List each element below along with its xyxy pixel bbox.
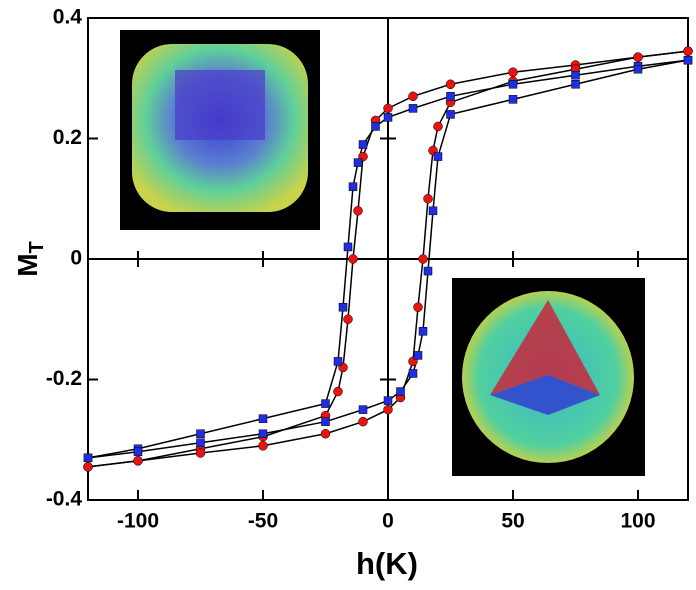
inset-bottom-right (452, 278, 645, 476)
x-tick-label: -50 (248, 510, 278, 533)
marker (428, 206, 438, 216)
marker (408, 369, 418, 378)
marker (633, 52, 643, 62)
marker (445, 79, 456, 90)
marker (358, 140, 368, 149)
marker (423, 266, 433, 276)
marker (633, 64, 643, 74)
y-tick-label: 0.4 (53, 6, 83, 29)
marker (446, 92, 455, 101)
marker (358, 405, 368, 414)
x-tick-label: 0 (382, 510, 394, 533)
marker (508, 95, 518, 104)
marker (333, 386, 343, 397)
marker (333, 357, 343, 366)
marker (196, 438, 205, 448)
x-tick-label: 100 (620, 510, 655, 533)
marker (446, 110, 455, 119)
marker (571, 80, 580, 89)
y-label-sub: T (26, 241, 48, 253)
marker (133, 456, 143, 466)
x-axis-label: h(K) (356, 546, 418, 581)
y-label-main: M (12, 253, 43, 276)
marker (383, 404, 393, 415)
marker (413, 302, 423, 312)
marker (408, 104, 418, 113)
marker (371, 122, 380, 131)
marker (433, 121, 443, 132)
marker (348, 254, 358, 264)
inset-top-left (120, 30, 320, 230)
x-tick-label: -100 (117, 510, 159, 533)
marker (338, 302, 348, 312)
x-tick-label: 50 (501, 510, 524, 533)
marker (408, 91, 418, 102)
marker (353, 206, 363, 216)
marker (321, 417, 330, 426)
marker (258, 429, 268, 438)
marker (418, 327, 428, 336)
marker (348, 182, 358, 191)
marker (83, 462, 93, 472)
marker (383, 396, 393, 405)
marker (343, 242, 353, 252)
marker (258, 414, 268, 423)
y-tick-label: -0.4 (46, 488, 83, 511)
y-tick-label: 0 (70, 247, 82, 270)
marker (383, 113, 393, 122)
y-axis-label: MT (12, 241, 48, 277)
marker (683, 46, 693, 56)
marker (195, 448, 206, 458)
marker (508, 80, 518, 89)
marker (383, 103, 393, 114)
marker (508, 67, 518, 77)
marker (571, 70, 580, 80)
marker (413, 351, 423, 360)
marker (418, 254, 428, 264)
marker (396, 387, 405, 396)
marker (320, 428, 331, 439)
marker (353, 158, 363, 167)
marker (683, 55, 693, 65)
marker (423, 194, 433, 204)
y-tick-label: 0.2 (53, 126, 82, 149)
marker (321, 399, 330, 408)
marker (196, 429, 205, 438)
marker (433, 152, 443, 161)
marker (258, 441, 268, 451)
marker (83, 453, 93, 463)
marker (343, 314, 353, 324)
marker (358, 416, 368, 427)
marker (133, 447, 143, 457)
y-tick-label: -0.2 (46, 367, 82, 390)
